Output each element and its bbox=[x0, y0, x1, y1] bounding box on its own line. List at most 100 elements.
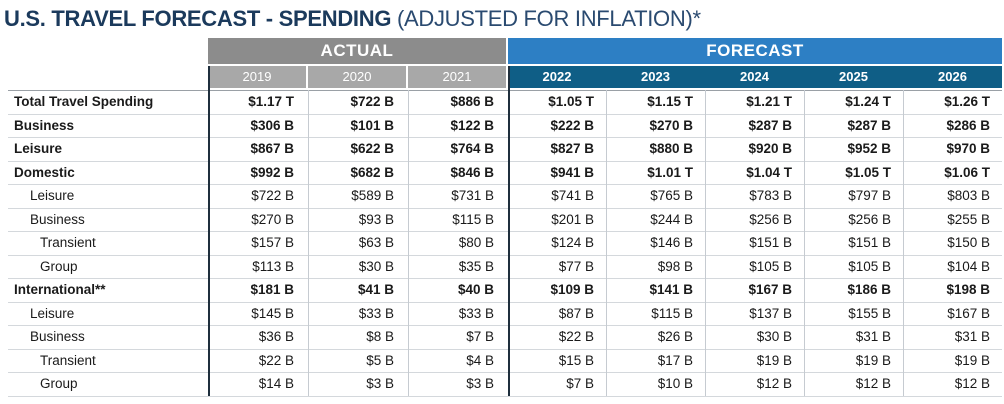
table-cell: $255 B bbox=[947, 211, 990, 227]
table-cell: $104 B bbox=[947, 258, 990, 274]
row-divider bbox=[8, 160, 1002, 162]
table-cell: $77 B bbox=[558, 258, 594, 274]
forecast-group-header: FORECAST bbox=[508, 38, 1002, 64]
row-label: Leisure bbox=[30, 305, 75, 321]
table-cell: $7 B bbox=[466, 329, 494, 344]
table-cell: $201 B bbox=[551, 211, 594, 227]
table-cell: $41 B bbox=[357, 282, 394, 297]
title-main: U.S. TRAVEL FORECAST - SPENDING bbox=[4, 6, 392, 31]
table-cell: $151 B bbox=[749, 235, 792, 250]
table-cell: $12 B bbox=[855, 376, 891, 391]
table-cell: $113 B bbox=[252, 258, 294, 274]
table-cell: $80 B bbox=[458, 235, 494, 250]
table-cell: $105 B bbox=[848, 258, 891, 274]
table-cell: $783 B bbox=[749, 188, 792, 203]
table-cell: $765 B bbox=[650, 188, 693, 203]
table-cell: $1.01 T bbox=[647, 164, 693, 180]
row-divider bbox=[8, 137, 1002, 138]
row-divider bbox=[8, 231, 1002, 232]
year-header-2025: 2025 bbox=[804, 66, 903, 88]
column-divider bbox=[508, 66, 510, 396]
row-label: Leisure bbox=[30, 188, 75, 203]
year-header-2023: 2023 bbox=[606, 66, 705, 88]
table-cell: $1.21 T bbox=[746, 94, 792, 109]
column-divider bbox=[903, 90, 904, 396]
table-cell: $167 B bbox=[748, 282, 792, 297]
row-label: Business bbox=[30, 211, 85, 227]
table-cell: $151 B bbox=[848, 235, 891, 250]
row-divider bbox=[8, 325, 1002, 326]
column-divider bbox=[705, 90, 706, 396]
table-cell: $589 B bbox=[351, 188, 394, 203]
row-divider bbox=[8, 395, 1002, 397]
row-label: Total Travel Spending bbox=[14, 94, 154, 109]
table-cell: $682 B bbox=[350, 164, 394, 180]
table-cell: $1.17 T bbox=[248, 94, 294, 109]
row-divider bbox=[8, 90, 1002, 91]
table-cell: $622 B bbox=[350, 141, 394, 156]
table-cell: $30 B bbox=[756, 329, 792, 344]
year-header-2024: 2024 bbox=[705, 66, 804, 88]
row-divider bbox=[8, 372, 1002, 373]
row-label: Domestic bbox=[14, 164, 75, 180]
table-cell: $270 B bbox=[251, 211, 294, 227]
table-cell: $920 B bbox=[748, 141, 792, 156]
row-divider bbox=[8, 301, 1002, 303]
table-cell: $12 B bbox=[756, 376, 792, 391]
table-cell: $10 B bbox=[657, 376, 693, 391]
column-divider bbox=[208, 66, 210, 396]
table-cell: $19 B bbox=[954, 352, 990, 368]
table-cell: $970 B bbox=[946, 141, 990, 156]
table-cell: $26 B bbox=[657, 329, 693, 344]
table-cell: $286 B bbox=[946, 117, 990, 133]
table-cell: $731 B bbox=[451, 188, 494, 203]
table-cell: $137 B bbox=[749, 305, 792, 321]
column-divider bbox=[408, 90, 409, 396]
title-subtitle: (ADJUSTED FOR INFLATION)* bbox=[396, 6, 701, 31]
table-cell: $93 B bbox=[358, 211, 394, 227]
table-cell: $722 B bbox=[350, 94, 394, 109]
table-cell: $33 B bbox=[358, 305, 394, 321]
table-cell: $87 B bbox=[558, 305, 594, 321]
table-cell: $256 B bbox=[749, 211, 792, 227]
table-cell: $115 B bbox=[651, 305, 693, 321]
table-cell: $222 B bbox=[550, 117, 594, 133]
row-label: Group bbox=[40, 258, 78, 274]
table-cell: $167 B bbox=[947, 305, 990, 321]
table-cell: $17 B bbox=[657, 352, 693, 368]
table-cell: $98 B bbox=[657, 258, 693, 274]
table-cell: $3 B bbox=[466, 376, 494, 391]
table-cell: $124 B bbox=[551, 235, 594, 250]
row-divider bbox=[8, 207, 1002, 209]
table-cell: $22 B bbox=[558, 329, 594, 344]
table-cell: $1.15 T bbox=[647, 94, 693, 109]
table-cell: $941 B bbox=[550, 164, 594, 180]
table-cell: $36 B bbox=[258, 329, 294, 344]
table-cell: $141 B bbox=[649, 282, 693, 297]
table-cell: $4 B bbox=[466, 352, 494, 368]
table-cell: $155 B bbox=[848, 305, 891, 321]
row-label: Group bbox=[40, 376, 78, 391]
row-label: Business bbox=[30, 329, 85, 344]
table-cell: $803 B bbox=[947, 188, 990, 203]
table-cell: $198 B bbox=[946, 282, 990, 297]
table-cell: $63 B bbox=[358, 235, 394, 250]
column-divider bbox=[606, 90, 607, 396]
page-title: U.S. TRAVEL FORECAST - SPENDING (ADJUSTE… bbox=[4, 4, 701, 34]
table-cell: $1.05 T bbox=[548, 94, 594, 109]
table-cell: $19 B bbox=[855, 352, 891, 368]
table-cell: $105 B bbox=[749, 258, 792, 274]
column-divider bbox=[804, 90, 805, 396]
table-cell: $146 B bbox=[650, 235, 693, 250]
year-header-2020: 2020 bbox=[308, 66, 406, 88]
table-cell: $1.04 T bbox=[746, 164, 792, 180]
table-cell: $7 B bbox=[566, 376, 594, 391]
table-cell: $33 B bbox=[458, 305, 494, 321]
table-cell: $181 B bbox=[250, 282, 294, 297]
table-cell: $992 B bbox=[250, 164, 294, 180]
table-cell: $31 B bbox=[855, 329, 891, 344]
table-cell: $186 B bbox=[847, 282, 891, 297]
row-label: Transient bbox=[40, 235, 96, 250]
year-header-2022: 2022 bbox=[508, 66, 606, 88]
table-cell: $952 B bbox=[847, 141, 891, 156]
